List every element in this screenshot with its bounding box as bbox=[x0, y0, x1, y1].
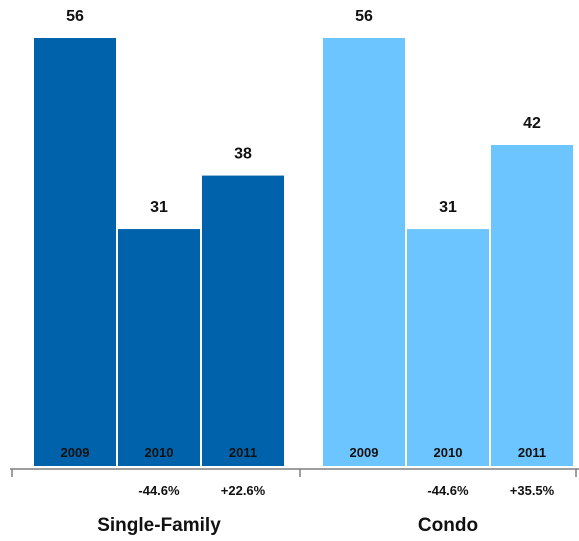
bar-single-family-2011 bbox=[202, 175, 284, 467]
bar-single-family-2009 bbox=[34, 38, 116, 466]
year-label-single-family-2011: 2011 bbox=[229, 445, 257, 460]
year-label-condo-2010: 2010 bbox=[434, 445, 463, 460]
change-label-condo-2011: +35.5% bbox=[510, 483, 555, 498]
bar-condo-2009 bbox=[323, 38, 405, 466]
year-label-single-family-2010: 2010 bbox=[145, 445, 174, 460]
value-label-condo-2010: 31 bbox=[439, 199, 457, 216]
bar-condo-2010 bbox=[407, 229, 489, 466]
bar-single-family-2010 bbox=[118, 229, 200, 466]
value-label-condo-2009: 56 bbox=[355, 8, 373, 25]
year-label-condo-2009: 2009 bbox=[350, 445, 379, 460]
value-label-single-family-2009: 56 bbox=[66, 8, 84, 25]
value-label-single-family-2011: 38 bbox=[234, 146, 252, 163]
value-label-condo-2011: 42 bbox=[523, 115, 541, 132]
value-label-single-family-2010: 31 bbox=[150, 199, 168, 216]
change-label-single-family-2010: -44.6% bbox=[138, 483, 180, 498]
change-label-single-family-2011: +22.6% bbox=[221, 483, 266, 498]
group-label-single-family: Single-Family bbox=[97, 515, 221, 536]
year-label-single-family-2009: 2009 bbox=[61, 445, 90, 460]
group-label-condo: Condo bbox=[418, 515, 478, 536]
year-label-condo-2011: 2011 bbox=[518, 445, 546, 460]
bar-condo-2011 bbox=[491, 145, 573, 466]
change-label-condo-2010: -44.6% bbox=[427, 483, 469, 498]
